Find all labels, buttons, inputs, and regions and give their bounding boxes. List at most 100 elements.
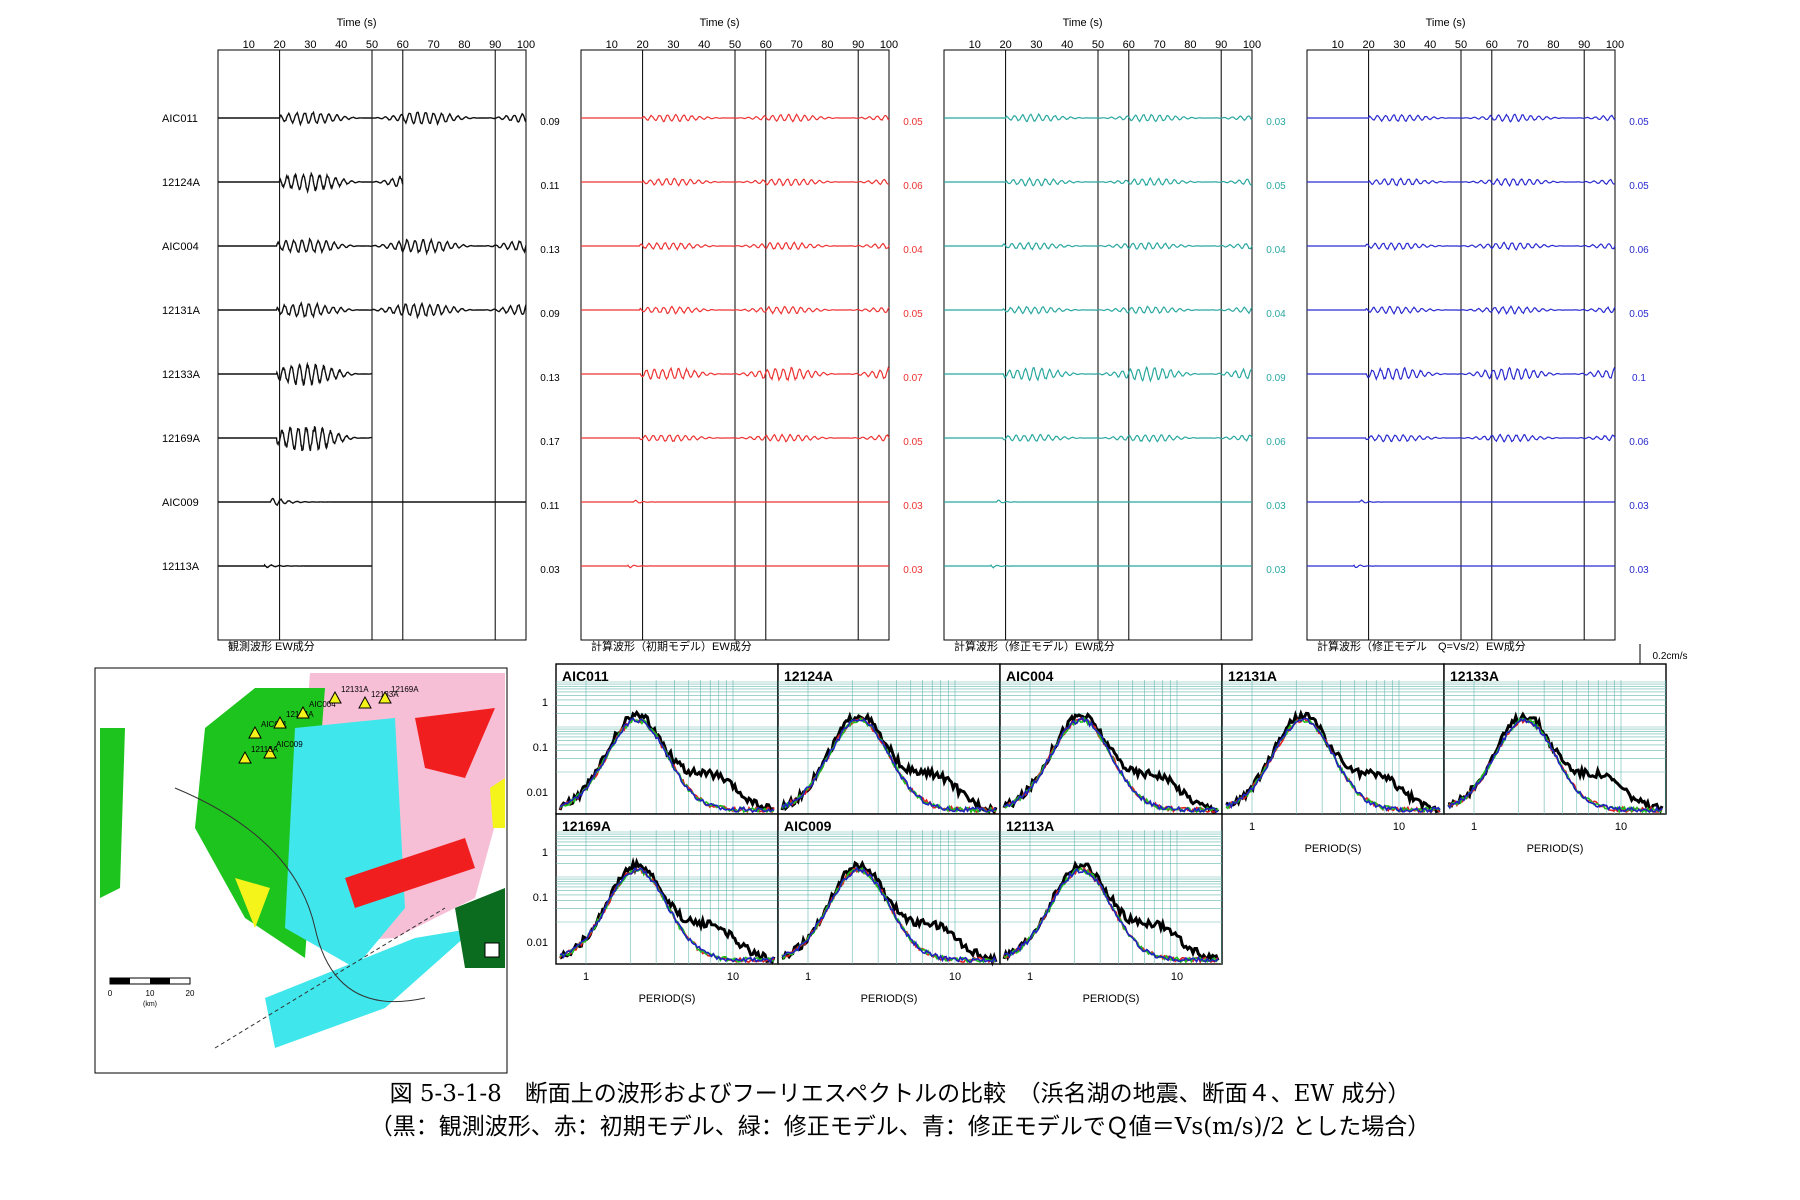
spectrum-panel-4: 12131A 1 10 PERIOD(S) xyxy=(1221,663,1445,855)
time-tick-label: 50 xyxy=(1455,39,1467,51)
spectrum-y-tick-label: 0.1 xyxy=(533,742,548,754)
spectrum-curve xyxy=(559,717,775,813)
waveform-trace xyxy=(581,564,889,569)
spectrum-station-label: 12169A xyxy=(562,818,611,834)
waveform-panel-title: 計算波形（初期モデル）EW成分 xyxy=(591,639,752,653)
spectrum-panel-8: 12113A 1 10 PERIOD(S) xyxy=(999,813,1223,1005)
spectrum-x-label: PERIOD(S) xyxy=(1527,843,1584,855)
peak-amplitude-label: 0.06 xyxy=(1629,437,1649,448)
time-tick-label: 90 xyxy=(489,39,501,51)
time-tick-label: 50 xyxy=(366,39,378,51)
time-axis-label: Time (s) xyxy=(1426,17,1466,29)
spectrum-station-label: 12131A xyxy=(1228,668,1277,684)
spectrum-x-tick-label: 1 xyxy=(1249,821,1255,833)
peak-amplitude-label: 0.05 xyxy=(903,437,923,448)
time-tick-label: 100 xyxy=(880,39,898,51)
time-tick-label: 70 xyxy=(1516,39,1528,51)
station-marker xyxy=(358,695,372,709)
spectrum-x-tick-label: 1 xyxy=(583,971,589,983)
spectrum-x-label: PERIOD(S) xyxy=(1083,993,1140,1005)
spectrum-x-tick-label: 1 xyxy=(805,971,811,983)
time-tick-label: 20 xyxy=(1362,39,1374,51)
spectrum-panel-7: AIC009 1 10 PERIOD(S) xyxy=(777,813,1001,1005)
peak-amplitude-label: 0.11 xyxy=(541,181,560,192)
peak-amplitude-label: 0.09 xyxy=(540,117,560,128)
spectrum-curve xyxy=(781,717,997,814)
time-tick-label: 70 xyxy=(790,39,802,51)
waveform-panel-3: Time (s) 10 20 30 40 50 60 70 80 90 100 0.03 0.05 0.0… xyxy=(943,17,1286,653)
time-tick-label: 90 xyxy=(1578,39,1590,51)
time-tick-label: 30 xyxy=(304,39,316,51)
spectrum-curve xyxy=(1225,717,1441,814)
spectrum-curve xyxy=(1003,716,1219,814)
geology-yellow-area xyxy=(235,878,270,928)
peak-amplitude-label: 0.03 xyxy=(1266,117,1286,128)
spectrum-panel-3: AIC004 xyxy=(999,663,1223,815)
spectrum-curve xyxy=(1447,717,1663,814)
peak-amplitude-label: 0.03 xyxy=(1266,501,1286,512)
peak-amplitude-label: 0.09 xyxy=(1266,373,1286,384)
spectrum-curve xyxy=(1003,867,1219,964)
time-axis-label: Time (s) xyxy=(700,17,740,29)
waveform-panel-4: Time (s) 10 20 30 40 50 60 70 80 90 100 0.05 0.05 0.0… xyxy=(1306,17,1649,653)
waveform-trace xyxy=(218,237,527,256)
time-axis-label: Time (s) xyxy=(337,17,377,29)
spectrum-station-label: 12113A xyxy=(1006,818,1054,834)
geology-red-area-2 xyxy=(345,838,475,908)
peak-amplitude-label: 0.05 xyxy=(903,309,923,320)
spectrum-curve xyxy=(781,718,997,813)
waveform-trace xyxy=(581,433,890,443)
waveform-trace xyxy=(944,176,1253,187)
peak-amplitude-label: 0.06 xyxy=(1266,437,1286,448)
spectrum-panel-2: 12124A xyxy=(777,663,1001,816)
spectrum-y-tick-label: 1 xyxy=(542,697,548,709)
waveform-trace xyxy=(218,300,527,320)
waveform-panel-1: Time (s) 10 20 30 40 50 60 70 80 90 100 AIC011 0.09 1… xyxy=(162,17,560,653)
waveform-trace xyxy=(1307,564,1615,569)
peak-amplitude-label: 0.06 xyxy=(1629,245,1649,256)
peak-amplitude-label: 0.09 xyxy=(540,309,560,320)
cross-section-line xyxy=(214,907,446,1049)
coastal-cyan-area xyxy=(265,928,475,1048)
spectrum-x-label: PERIOD(S) xyxy=(639,993,696,1005)
peak-amplitude-label: 0.03 xyxy=(1629,565,1649,576)
spectrum-y-tick-label: 0.1 xyxy=(533,892,548,904)
waveform-trace xyxy=(944,499,1252,504)
time-tick-label: 50 xyxy=(1092,39,1104,51)
station-marker xyxy=(238,750,252,764)
peak-amplitude-label: 0.05 xyxy=(1629,309,1649,320)
peak-amplitude-label: 0.13 xyxy=(540,373,560,384)
waveform-trace xyxy=(1307,241,1616,252)
waveform-trace xyxy=(1307,366,1616,382)
spectrum-station-label: AIC009 xyxy=(784,818,832,834)
spectrum-panel-6: 12169A 1 0.1 0.01 1 10 PERIOD(S) xyxy=(527,813,779,1005)
time-tick-label: 40 xyxy=(1061,39,1073,51)
waveform-trace xyxy=(218,361,373,386)
spectrum-y-tick-label: 1 xyxy=(542,847,548,859)
waveform-trace xyxy=(1307,113,1616,123)
waveform-trace xyxy=(1307,177,1616,188)
peak-amplitude-label: 0.07 xyxy=(903,373,923,384)
station-label: 12113A xyxy=(162,561,200,573)
station-label: AIC009 xyxy=(162,497,199,509)
time-tick-label: 50 xyxy=(729,39,741,51)
spectrum-x-tick-label: 1 xyxy=(1471,821,1477,833)
time-tick-label: 20 xyxy=(273,39,285,51)
peak-amplitude-label: 0.03 xyxy=(903,565,923,576)
peak-amplitude-label: 0.13 xyxy=(540,245,560,256)
coastline xyxy=(174,787,426,1003)
station-marker xyxy=(263,745,277,759)
spectrum-curve xyxy=(559,866,775,964)
waveform-trace xyxy=(581,113,890,123)
time-tick-label: 30 xyxy=(1393,39,1405,51)
waveform-trace xyxy=(581,305,890,315)
waveform-trace xyxy=(581,499,889,504)
time-axis-label: Time (s) xyxy=(1063,17,1103,29)
time-tick-label: 40 xyxy=(698,39,710,51)
time-tick-label: 20 xyxy=(636,39,648,51)
spectrum-y-tick-label: 0.01 xyxy=(527,787,548,799)
waveform-trace xyxy=(944,433,1253,443)
time-tick-label: 70 xyxy=(1153,39,1165,51)
spectrum-x-label: PERIOD(S) xyxy=(861,993,918,1005)
